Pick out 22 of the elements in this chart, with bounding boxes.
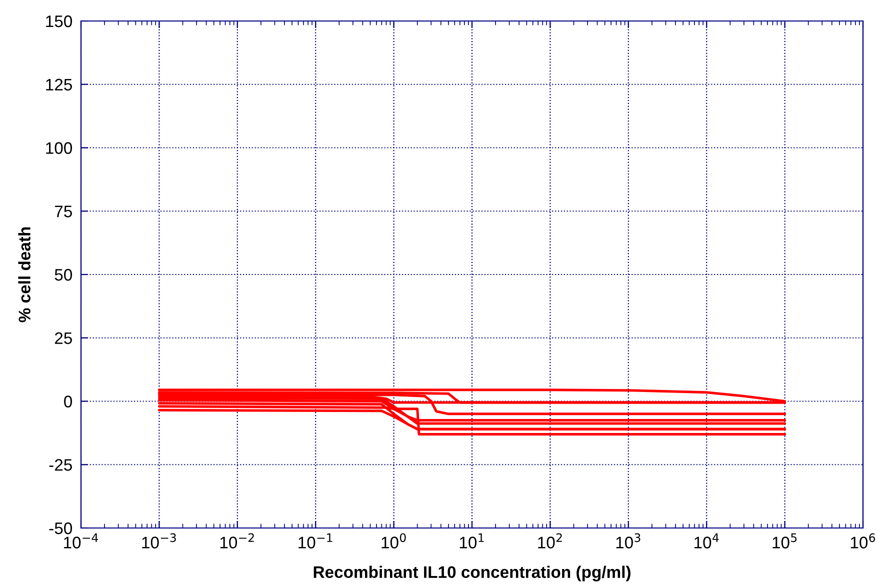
x-tick-label: 10$^{−4}$ xyxy=(64,533,98,548)
y-tick-label: 0 xyxy=(64,396,72,408)
y-tick-label: -25 xyxy=(49,459,72,471)
x-tick-label: 10$^{4}$ xyxy=(694,533,719,548)
x-tick-label: 10$^{5}$ xyxy=(772,533,797,548)
y-axis-title: % cell death xyxy=(18,227,30,322)
x-axis-title: Recombinant IL10 concentration (pg/ml) xyxy=(314,566,630,582)
x-tick-label: 10$^{−1}$ xyxy=(298,533,332,548)
y-tick-label: 150 xyxy=(46,15,72,28)
y-tick-label: 125 xyxy=(46,78,72,91)
x-tick-label: 10$^{−2}$ xyxy=(220,533,254,548)
y-tick-label: 100 xyxy=(46,142,72,154)
x-tick-label: 10$^{0}$ xyxy=(382,533,406,548)
x-tick-label: 10$^{2}$ xyxy=(538,533,562,548)
x-tick-label: 10$^{6}$ xyxy=(850,533,876,548)
x-tick-label: 10$^{−3}$ xyxy=(142,533,176,548)
x-tick-label: 10$^{1}$ xyxy=(460,533,484,548)
y-tick-label: 25 xyxy=(54,332,72,344)
y-tick-label: -50 xyxy=(49,522,72,534)
y-tick-label: 75 xyxy=(54,206,72,218)
y-tick-label: 50 xyxy=(54,268,72,281)
x-tick-label: 10$^{3}$ xyxy=(616,533,640,548)
